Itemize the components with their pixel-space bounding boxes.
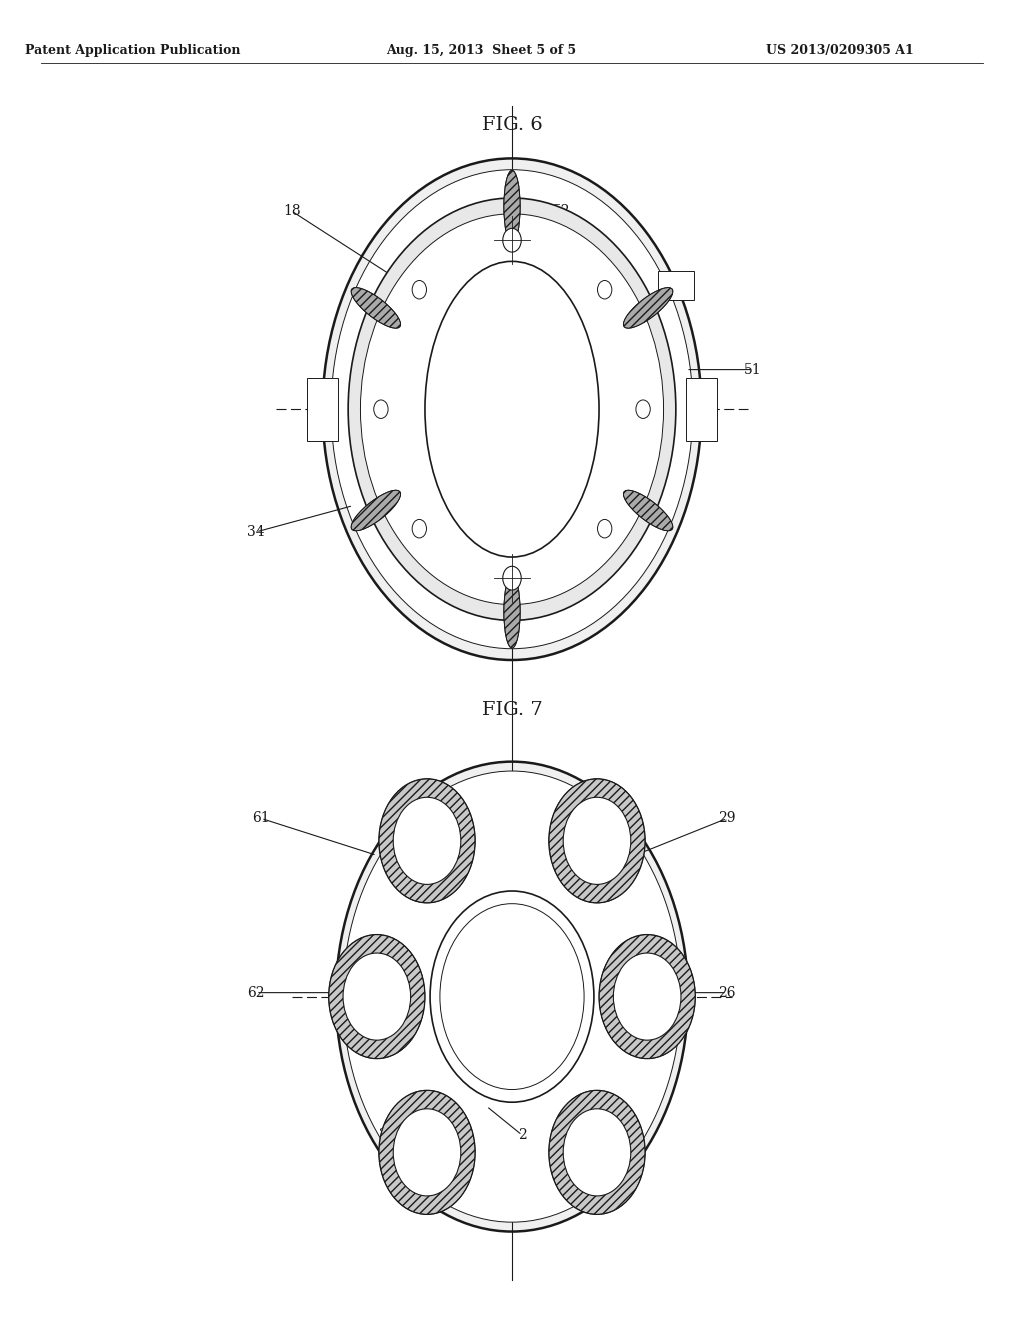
Text: 26: 26 — [718, 986, 736, 999]
Circle shape — [598, 520, 612, 539]
FancyBboxPatch shape — [657, 271, 694, 300]
Text: 62: 62 — [247, 986, 265, 999]
Text: 2: 2 — [518, 1129, 526, 1142]
Text: 27: 27 — [564, 525, 583, 539]
Ellipse shape — [440, 904, 584, 1089]
Ellipse shape — [504, 170, 520, 243]
Circle shape — [393, 1109, 461, 1196]
Ellipse shape — [504, 576, 520, 648]
Ellipse shape — [336, 762, 688, 1232]
Circle shape — [599, 935, 695, 1059]
Ellipse shape — [425, 261, 599, 557]
Ellipse shape — [331, 170, 693, 648]
Circle shape — [329, 935, 425, 1059]
Circle shape — [412, 520, 426, 539]
Ellipse shape — [343, 771, 681, 1222]
Circle shape — [613, 953, 681, 1040]
Text: 51: 51 — [743, 363, 762, 376]
Text: 25: 25 — [378, 1129, 396, 1142]
Circle shape — [549, 779, 645, 903]
Circle shape — [503, 566, 521, 590]
Text: 18: 18 — [283, 205, 301, 218]
Circle shape — [563, 797, 631, 884]
Ellipse shape — [351, 288, 400, 329]
Ellipse shape — [360, 214, 664, 605]
Circle shape — [412, 280, 426, 298]
Text: 29: 29 — [718, 812, 736, 825]
Bar — [686, 378, 717, 441]
Ellipse shape — [624, 490, 673, 531]
Circle shape — [636, 400, 650, 418]
Text: 52: 52 — [552, 205, 570, 218]
Circle shape — [598, 280, 612, 298]
Circle shape — [563, 1109, 631, 1196]
Circle shape — [549, 1090, 645, 1214]
Ellipse shape — [430, 891, 594, 1102]
Text: US 2013/0209305 A1: US 2013/0209305 A1 — [766, 44, 913, 57]
Circle shape — [379, 1090, 475, 1214]
Circle shape — [374, 400, 388, 418]
Text: Aug. 15, 2013  Sheet 5 of 5: Aug. 15, 2013 Sheet 5 of 5 — [386, 44, 577, 57]
Text: 61: 61 — [252, 812, 270, 825]
Circle shape — [503, 228, 521, 252]
Text: 34: 34 — [247, 525, 265, 539]
Bar — [307, 378, 338, 441]
Ellipse shape — [624, 288, 673, 329]
Text: Patent Application Publication: Patent Application Publication — [26, 44, 241, 57]
Text: FIG. 6: FIG. 6 — [481, 116, 543, 135]
Ellipse shape — [323, 158, 701, 660]
Ellipse shape — [351, 490, 400, 531]
Circle shape — [343, 953, 411, 1040]
Circle shape — [379, 779, 475, 903]
Circle shape — [393, 797, 461, 884]
Text: FIG. 7: FIG. 7 — [481, 701, 543, 719]
Ellipse shape — [348, 198, 676, 620]
